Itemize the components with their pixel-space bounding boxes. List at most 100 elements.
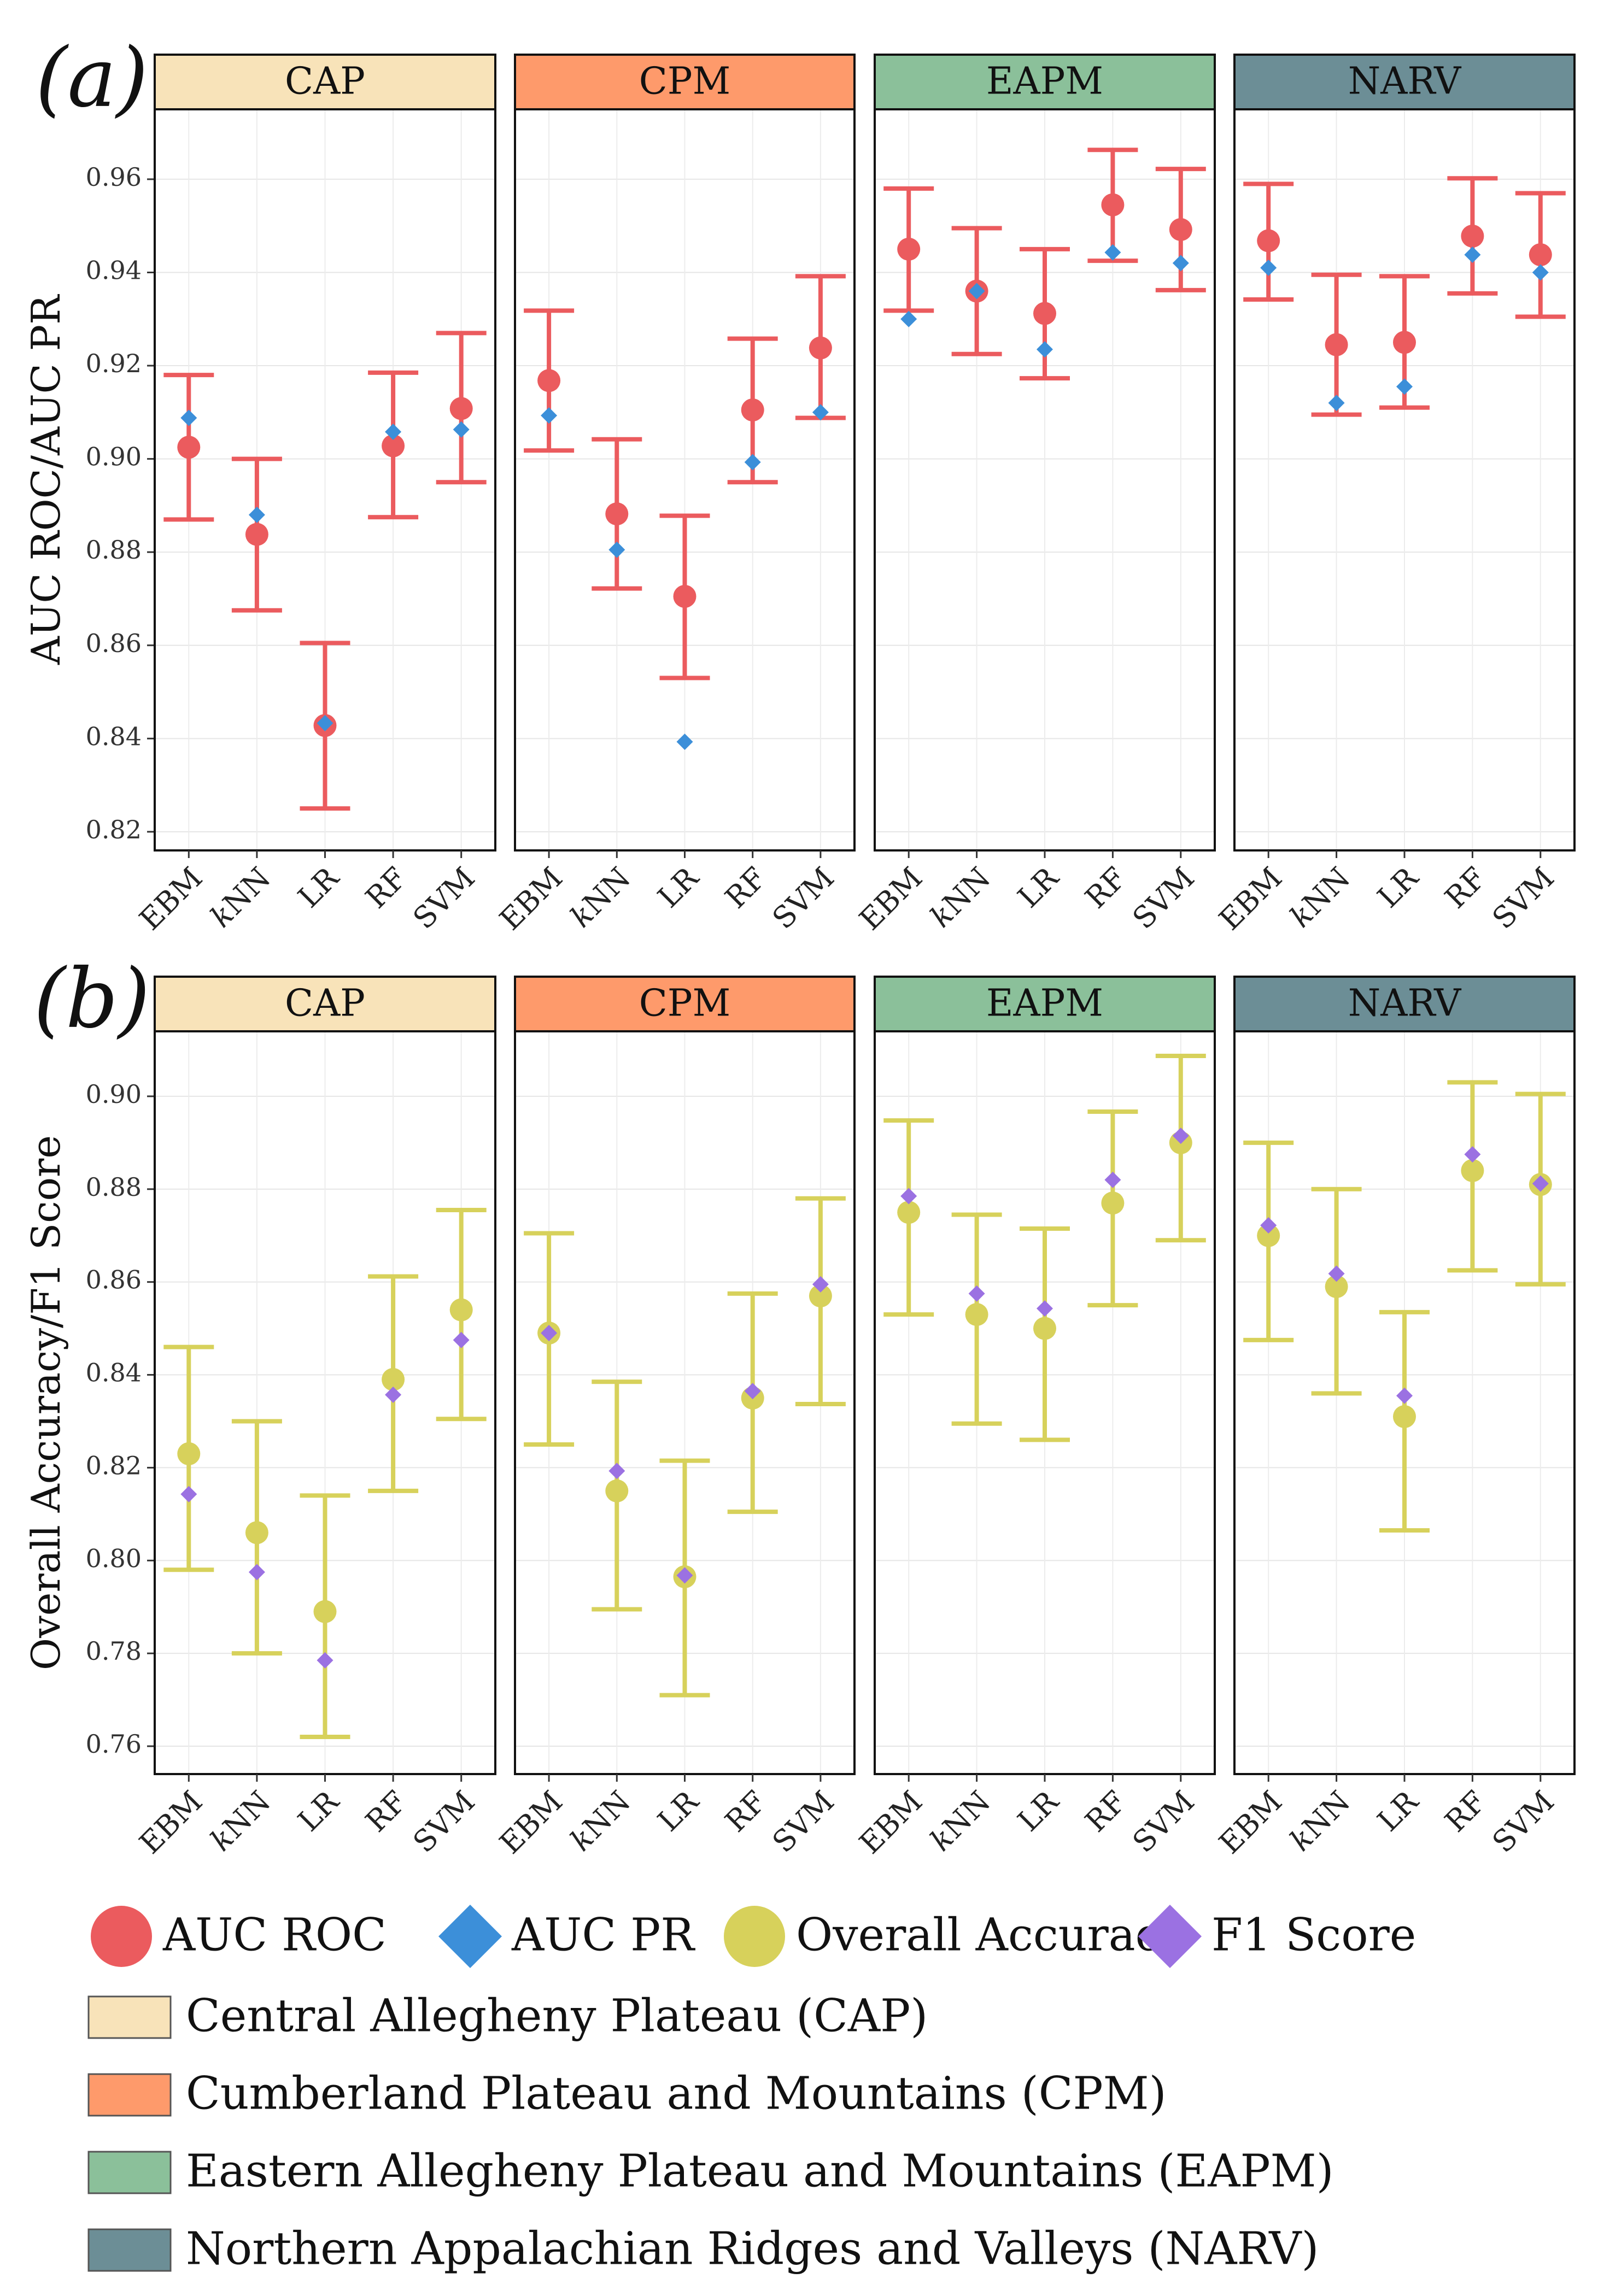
point-auc_roc — [1461, 224, 1484, 248]
x-tick-label: RF — [1438, 861, 1493, 915]
point-overall_accuracy — [449, 1298, 473, 1322]
x-tick-label: LR — [651, 860, 706, 915]
y-tick-label: 0.88 — [86, 1172, 142, 1202]
x-tick-label: kNN — [564, 861, 637, 935]
facet-strip-label: EAPM — [986, 982, 1103, 1025]
x-tick-label: kNN — [1283, 861, 1357, 935]
facet-strip-label: CPM — [639, 982, 730, 1025]
point-overall_accuracy — [1101, 1191, 1125, 1215]
x-tick-label: SVM — [406, 1784, 481, 1859]
x-tick-label: LR — [291, 860, 346, 915]
x-tick-label: EBM — [1213, 861, 1289, 937]
legend-region-swatch — [87, 2151, 172, 2194]
legend-label: AUC ROC — [162, 1910, 387, 1962]
point-overall_accuracy — [897, 1201, 921, 1224]
x-tick-label: LR — [1011, 860, 1066, 915]
point-auc_pr — [676, 733, 693, 750]
facet-strip-label: EAPM — [986, 60, 1103, 103]
point-f1_score — [676, 1567, 693, 1584]
point-auc_pr — [1328, 395, 1345, 412]
x-tick-label: LR — [651, 1784, 706, 1839]
y-axis-title: AUC ROC/AUC PR — [23, 294, 69, 665]
point-f1_score — [541, 1325, 558, 1342]
point-overall_accuracy — [245, 1521, 268, 1545]
x-tick-label: SVM — [1126, 861, 1201, 936]
legend-marker-circle — [91, 1906, 152, 1967]
point-f1_score — [968, 1285, 985, 1302]
chart-panel-a: (a) AUC ROC/AUC PR 0.82 0.84 0.86 0.88 0.90 0.9… — [23, 31, 1576, 937]
point-auc_roc — [245, 522, 268, 546]
x-tick-label: LR — [1011, 1784, 1066, 1839]
point-f1_score — [1328, 1265, 1345, 1282]
legend-marker-diamond — [438, 1905, 502, 1968]
legend-region-label: Eastern Allegheny Plateau and Mountains … — [186, 2146, 1334, 2198]
point-f1_score — [385, 1387, 402, 1404]
x-tick-label: EBM — [133, 1784, 209, 1861]
point-auc_roc — [449, 397, 473, 420]
point-overall_accuracy — [809, 1284, 832, 1308]
x-tick-label: kNN — [923, 1784, 997, 1858]
legend-label: F1 Score — [1211, 1910, 1416, 1962]
point-overall_accuracy — [1257, 1224, 1280, 1247]
point-auc_roc — [741, 398, 764, 422]
x-tick-label: RF — [1079, 1784, 1133, 1839]
facet-strip-label: CPM — [639, 60, 730, 103]
x-tick-label: LR — [1371, 860, 1425, 915]
y-tick-label: 0.88 — [86, 535, 142, 565]
facet-strip-label: CAP — [285, 982, 365, 1025]
facet-strip-label: CAP — [285, 60, 365, 103]
y-tick-label: 0.94 — [86, 255, 142, 285]
x-tick-label: EBM — [493, 861, 570, 937]
facet-strip — [154, 976, 496, 1032]
point-f1_score — [608, 1463, 625, 1479]
y-tick-label: 0.82 — [86, 1451, 142, 1480]
point-auc_pr — [541, 407, 558, 424]
y-tick-label: 0.84 — [86, 721, 142, 751]
x-tick-label: RF — [718, 1784, 773, 1839]
point-overall_accuracy — [313, 1600, 337, 1623]
x-tick-label: RF — [1438, 1784, 1493, 1839]
legend-region-swatch — [87, 2228, 172, 2272]
x-tick-label: kNN — [203, 1784, 277, 1858]
point-auc_roc — [605, 502, 629, 526]
point-auc_pr — [317, 715, 333, 732]
x-tick-label: RF — [359, 1784, 413, 1839]
point-auc_roc — [809, 336, 832, 360]
x-tick-label: SVM — [766, 861, 841, 936]
y-tick-label: 0.82 — [86, 815, 142, 844]
point-auc_pr — [385, 424, 402, 441]
point-auc_roc — [1033, 302, 1056, 325]
y-tick-label: 0.90 — [86, 442, 142, 472]
x-tick-label: SVM — [1486, 861, 1561, 936]
point-auc_pr — [968, 283, 985, 300]
point-auc_pr — [1464, 246, 1481, 263]
x-tick-label: SVM — [406, 861, 481, 936]
point-overall_accuracy — [1461, 1159, 1484, 1182]
point-f1_score — [812, 1276, 829, 1293]
point-auc_pr — [1396, 378, 1413, 395]
legend-marker-diamond — [1138, 1905, 1202, 1968]
facet-strip — [1233, 54, 1576, 110]
point-auc_pr — [1104, 244, 1121, 261]
legend-label: AUC PR — [511, 1910, 695, 1962]
y-tick-label: 0.80 — [86, 1543, 142, 1573]
point-f1_score — [453, 1331, 470, 1348]
x-tick-label: kNN — [1283, 1784, 1357, 1858]
legend: AUC ROC AUC PR Overall Accuracy F1 Score Cen… — [87, 1905, 1416, 2275]
point-auc_pr — [744, 454, 761, 471]
y-tick-label: 0.96 — [86, 162, 142, 192]
point-overall_accuracy — [382, 1368, 405, 1391]
point-f1_score — [1532, 1175, 1549, 1192]
point-auc_roc — [1257, 229, 1280, 252]
point-f1_score — [900, 1188, 917, 1205]
point-auc_pr — [900, 310, 917, 327]
point-f1_score — [1037, 1300, 1053, 1317]
legend-label: Overall Accuracy — [796, 1910, 1186, 1962]
point-auc_roc — [177, 436, 201, 459]
y-tick-label: 0.86 — [86, 1265, 142, 1295]
